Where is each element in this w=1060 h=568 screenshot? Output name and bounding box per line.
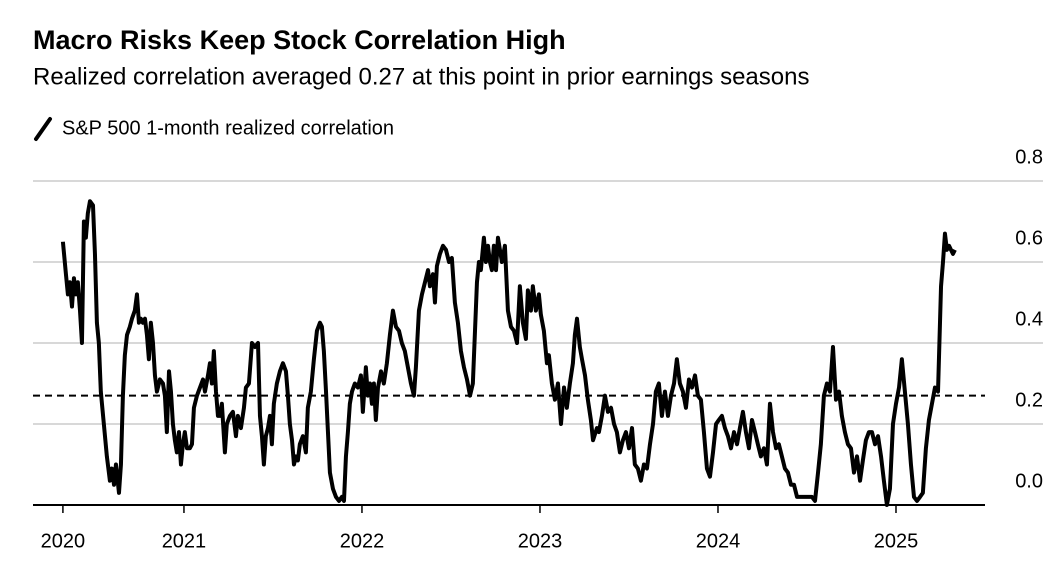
x-tick-label: 2025	[874, 530, 919, 552]
x-tick-label: 2021	[162, 530, 207, 552]
chart-subtitle: Realized correlation averaged 0.27 at th…	[33, 63, 809, 90]
legend-label: S&P 500 1-month realized correlation	[62, 117, 394, 139]
x-tick-label: 2024	[696, 530, 741, 552]
legend-icon	[34, 117, 52, 141]
y-tick-label: 0.6	[1015, 227, 1043, 249]
y-tick-label: 0.2	[1015, 389, 1043, 411]
chart-title: Macro Risks Keep Stock Correlation High	[33, 25, 566, 55]
y-tick-label: 0.4	[1015, 308, 1043, 330]
y-tick-label: 0.8	[1015, 146, 1043, 168]
x-tick-label: 2020	[41, 530, 86, 552]
x-tick-label: 2022	[340, 530, 385, 552]
data-line	[60, 199, 957, 507]
y-tick-label: 0.0	[1015, 470, 1043, 492]
x-tick-label: 2023	[518, 530, 563, 552]
